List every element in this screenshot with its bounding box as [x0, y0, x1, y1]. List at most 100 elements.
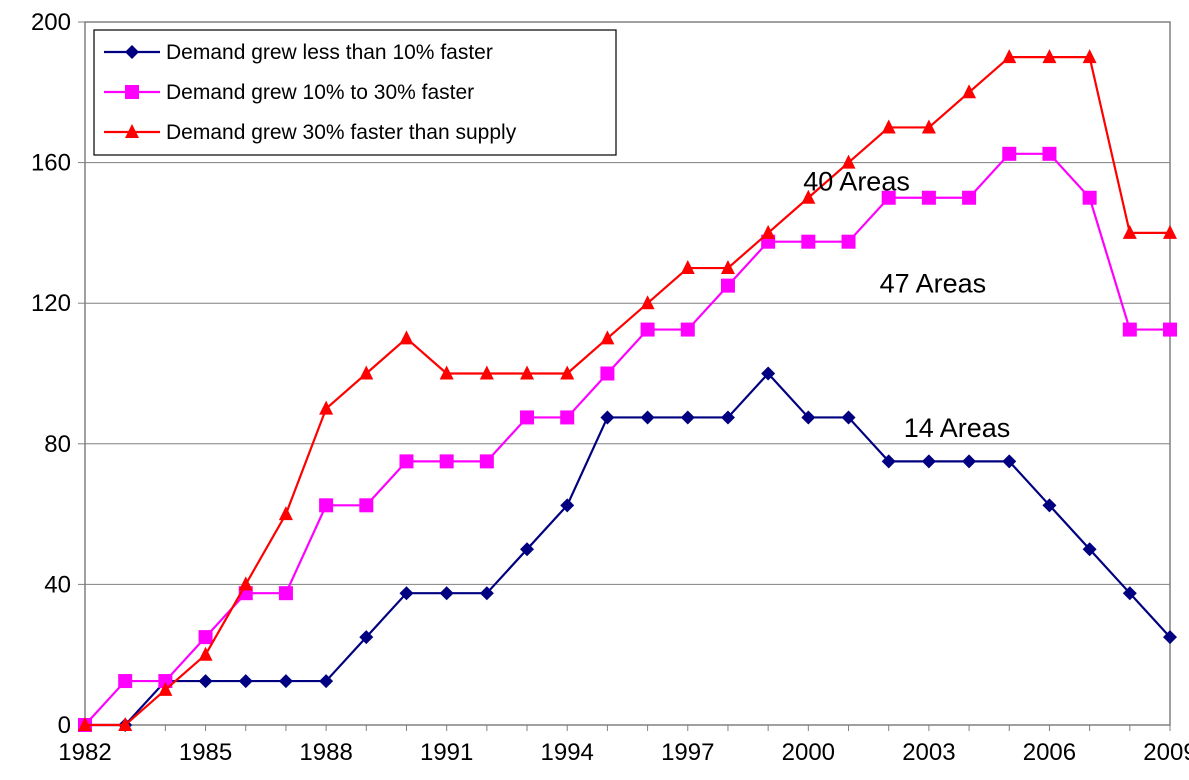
legend-entry: Demand grew 30% faster than supply: [104, 121, 517, 144]
data-point: [761, 224, 776, 239]
series-line: [85, 372, 1171, 727]
data-point: [319, 400, 334, 415]
x-tick-label: 1982: [58, 739, 111, 766]
data-point: [1042, 146, 1057, 161]
data-point: [881, 454, 896, 469]
data-point: [801, 234, 816, 249]
data-point: [399, 586, 414, 601]
data-point: [560, 410, 575, 425]
data-point: [399, 330, 414, 345]
series-3: [78, 49, 1177, 731]
data-point: [962, 190, 977, 205]
x-tick-label: 1997: [661, 739, 714, 766]
data-point: [238, 576, 253, 591]
data-point: [841, 234, 856, 249]
x-tick-label: 1985: [179, 739, 232, 766]
data-point: [560, 365, 575, 380]
data-point: [1082, 49, 1097, 64]
x-tick-label: 2003: [902, 739, 955, 766]
data-point: [921, 190, 936, 205]
data-point: [439, 454, 454, 469]
data-point: [520, 365, 535, 380]
data-point: [479, 586, 494, 601]
data-point: [841, 410, 856, 425]
data-point: [439, 586, 454, 601]
data-point: [720, 410, 735, 425]
data-point: [1002, 454, 1017, 469]
data-point: [720, 278, 735, 293]
series-line: [85, 56, 1170, 727]
data-point: [520, 410, 535, 425]
data-point: [1122, 586, 1137, 601]
legend-box: [93, 29, 617, 156]
gridlines: [85, 162, 1170, 585]
data-point: [359, 630, 374, 645]
legend-marker: [125, 85, 139, 99]
data-point: [921, 454, 936, 469]
data-point: [278, 586, 293, 601]
legend: Demand grew less than 10% faster Demand g…: [93, 29, 617, 156]
legend-entry: Demand grew less than 10% faster: [104, 41, 493, 64]
series-line: [84, 152, 1170, 726]
y-tick-label: 200: [31, 9, 71, 36]
data-point: [881, 190, 896, 205]
legend-label: Demand grew 30% faster than supply: [166, 121, 517, 144]
data-point: [319, 498, 334, 513]
data-point: [118, 674, 133, 689]
data-point: [158, 674, 173, 689]
legend-marker: [125, 45, 139, 59]
data-point: [801, 189, 816, 204]
data-point: [479, 454, 494, 469]
data-point: [359, 365, 374, 380]
y-tick-label: 120: [31, 290, 71, 317]
data-point: [841, 154, 856, 169]
data-point: [198, 630, 213, 645]
data-point: [359, 498, 374, 513]
data-point: [1082, 190, 1097, 205]
data-point: [1002, 146, 1017, 161]
data-point: [640, 295, 655, 310]
data-point: [640, 410, 655, 425]
data-point: [1042, 49, 1057, 64]
data-point: [319, 674, 334, 689]
y-tick-label: 160: [31, 150, 71, 177]
data-point: [278, 506, 293, 521]
x-tick-label: 1991: [420, 739, 473, 766]
data-point: [1122, 322, 1137, 337]
data-point: [761, 366, 776, 381]
data-point: [399, 454, 414, 469]
x-tick-label: 2000: [782, 739, 835, 766]
data-point: [680, 322, 695, 337]
data-point: [1002, 49, 1017, 64]
data-point: [278, 674, 293, 689]
annotations: 40 Areas 47 Areas 14 Areas: [803, 167, 1010, 443]
annotation-label: 14 Areas: [904, 413, 1011, 443]
x-tick-label: 1994: [541, 739, 594, 766]
data-point: [158, 681, 173, 696]
annotation-label: 47 Areas: [880, 269, 987, 299]
data-point: [1122, 224, 1137, 239]
data-point: [720, 260, 735, 275]
y-tick-label: 0: [58, 712, 71, 739]
legend-label: Demand grew less than 10% faster: [166, 41, 493, 64]
data-point: [1042, 498, 1057, 513]
x-tick-label: 2009: [1143, 739, 1189, 766]
data-point: [118, 717, 133, 731]
data-point: [1163, 322, 1177, 337]
data-point: [479, 365, 494, 380]
annotation-label: 40 Areas: [803, 167, 910, 197]
data-point: [238, 674, 253, 689]
data-point: [78, 717, 92, 731]
data-point: [640, 322, 655, 337]
data-point: [198, 674, 213, 689]
data-point: [600, 366, 615, 381]
data-point: [881, 119, 896, 134]
data-point: [680, 260, 695, 275]
data-point: [600, 410, 615, 425]
axes: 0 40 80 120 160 200 1982 1985 1988 1991 1994 1997 20…: [31, 9, 1189, 766]
legend-entry: Demand grew 10% to 30% faster: [104, 81, 474, 104]
data-point: [1082, 542, 1097, 557]
data-point: [1163, 224, 1177, 239]
legend-label: Demand grew 10% to 30% faster: [166, 81, 474, 104]
